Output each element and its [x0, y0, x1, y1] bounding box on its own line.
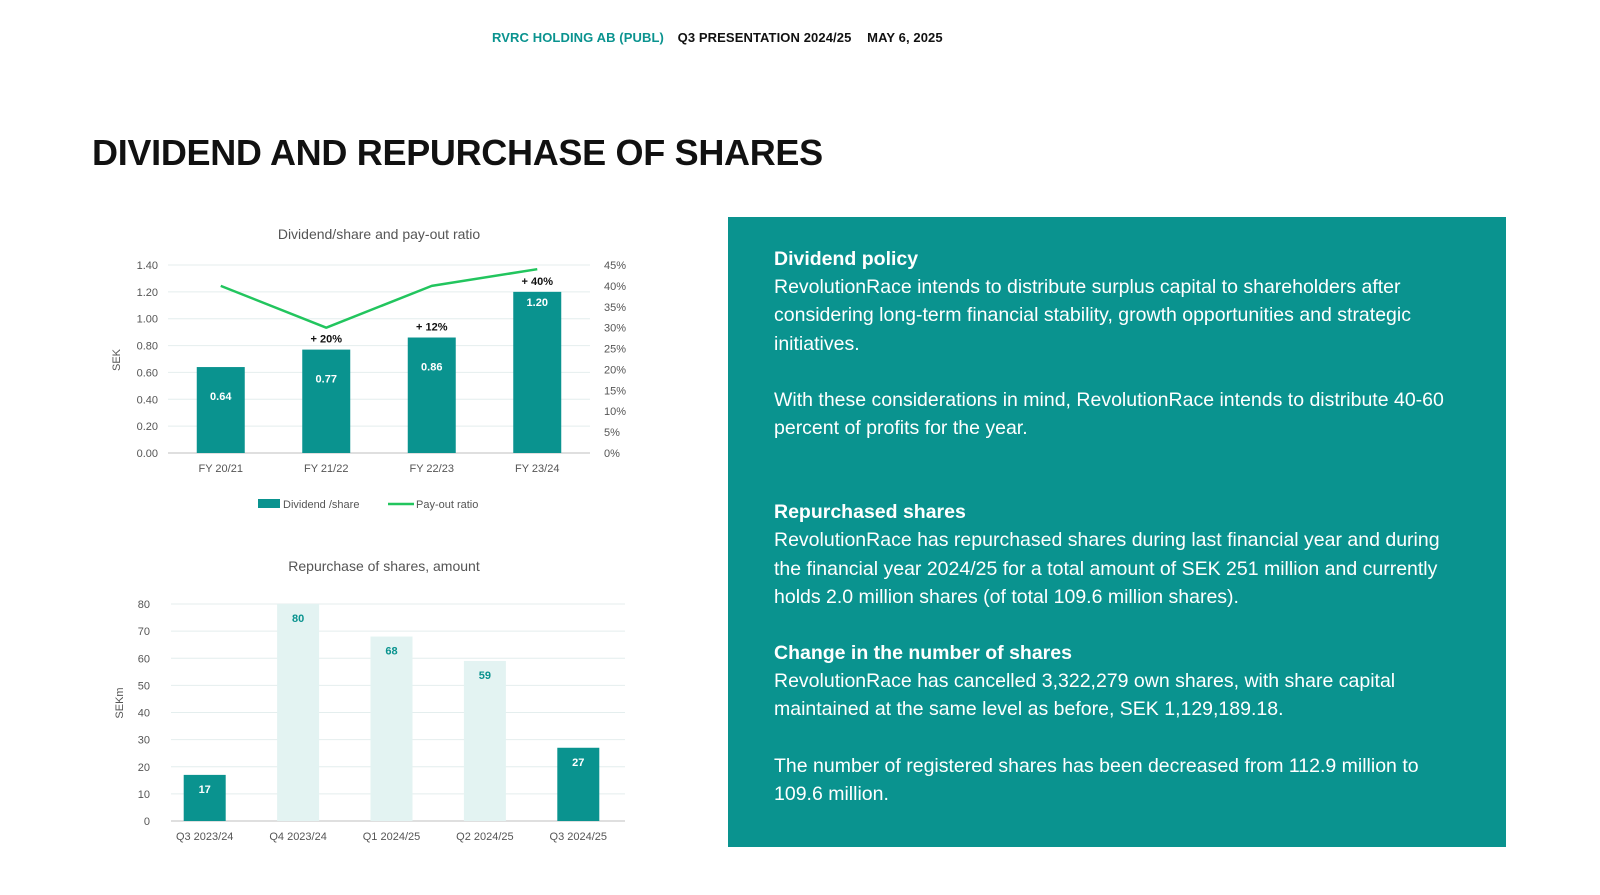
chart1-x-tick: FY 20/21 [199, 463, 243, 475]
presentation-name: Q3 PRESENTATION 2024/25 [677, 30, 852, 45]
chart1-bar [196, 367, 245, 453]
chart1-y2-tick: 40% [604, 281, 626, 293]
chart1-legend-label-bar: Dividend /share [283, 499, 359, 511]
chart1-growth-annotation: + 12% [416, 322, 448, 334]
chart1-y-tick: 1.20 [137, 287, 158, 299]
chart2-x-tick: Q1 2024/25 [363, 831, 421, 843]
change-shares-section: Change in the number of shares Revolutio… [774, 639, 1460, 808]
chart1-bar [407, 337, 456, 453]
chart1-bar-label: 0.86 [421, 362, 442, 374]
dividend-policy-text-2: With these considerations in mind, Revol… [774, 388, 1444, 440]
chart1-y-tick: 0.00 [137, 448, 158, 460]
chart1-y-tick: 1.00 [137, 314, 158, 326]
chart2-y-tick: 10 [138, 789, 150, 801]
chart1-bar-label: 1.20 [527, 297, 548, 309]
repurchased-shares-text: RevolutionRace has repurchased shares du… [774, 529, 1440, 608]
chart1-y-tick: 0.80 [137, 341, 158, 353]
chart2-bar-label: 17 [199, 784, 211, 796]
chart1-bar-label: 0.77 [316, 374, 337, 386]
chart1-y-tick: 1.40 [137, 260, 158, 272]
presentation-date: MAY 6, 2025 [867, 30, 943, 45]
info-panel: Dividend policy RevolutionRace intends t… [728, 217, 1506, 847]
chart2-y-tick: 20 [138, 762, 150, 774]
chart2-x-tick: Q3 2024/25 [550, 831, 608, 843]
chart1-y-tick: 0.60 [137, 367, 158, 379]
chart1-y2-tick: 30% [604, 323, 626, 335]
header: RVRC HOLDING AB (PUBL) Q3 PRESENTATION 2… [492, 30, 943, 45]
chart2-y-tick: 40 [138, 708, 150, 720]
chart2-x-tick: Q4 2023/24 [269, 831, 327, 843]
chart1-payout-line [220, 267, 538, 329]
chart2-y-tick: 0 [144, 816, 150, 828]
dividend-policy-section: Dividend policy RevolutionRace intends t… [774, 245, 1460, 442]
change-shares-text-1: RevolutionRace has cancelled 3,322,279 o… [774, 670, 1396, 721]
chart1-growth-annotation: + 20% [311, 334, 343, 346]
chart2-y-tick: 30 [138, 735, 150, 747]
chart2-x-tick: Q2 2024/25 [456, 831, 514, 843]
chart2-y-tick: 50 [138, 680, 150, 692]
chart1-y2-tick: 0% [604, 448, 620, 460]
chart1-y2-tick: 25% [604, 344, 626, 356]
chart1-y2-tick: 10% [604, 406, 626, 418]
chart1-legend-swatch-bar [258, 499, 280, 508]
chart1-bar [513, 291, 562, 453]
chart2-title: Repurchase of shares, amount [288, 558, 480, 574]
chart1-x-tick: FY 21/22 [304, 463, 348, 475]
chart1-bar [302, 349, 351, 453]
dividend-policy-heading: Dividend policy [774, 248, 919, 270]
chart1-title: Dividend/share and pay-out ratio [278, 226, 481, 242]
chart1-ylabel: SEK [111, 348, 123, 371]
page-title: DIVIDEND AND REPURCHASE OF SHARES [92, 132, 823, 173]
chart1-y2-tick: 20% [604, 364, 626, 376]
chart2-y-tick: 80 [138, 599, 150, 611]
dividend-policy-text-1: RevolutionRace intends to distribute sur… [774, 276, 1411, 355]
chart1-x-tick: FY 22/23 [410, 463, 454, 475]
chart2-bar [557, 747, 600, 821]
chart2-bar [370, 636, 413, 821]
repurchased-shares-section: Repurchased shares RevolutionRace has re… [774, 498, 1460, 611]
chart2-bar [183, 774, 226, 821]
chart2-bar-label: 59 [479, 670, 491, 682]
repurchased-shares-heading: Repurchased shares [774, 501, 966, 524]
chart1-bar-label: 0.64 [210, 391, 232, 403]
chart2-bar-label: 80 [292, 613, 304, 625]
chart2-y-tick: 60 [138, 653, 150, 665]
chart1-legend-label-line: Pay-out ratio [416, 499, 478, 511]
chart1-y2-tick: 45% [604, 260, 626, 272]
chart1-growth-annotation: + 40% [522, 276, 554, 288]
change-shares-text-2: The number of registered shares has been… [774, 754, 1419, 805]
company-name: RVRC HOLDING AB (PUBL) [492, 30, 664, 45]
chart1-y-tick: 0.40 [137, 394, 158, 406]
chart1-y-tick: 0.20 [137, 421, 158, 433]
chart2-bar [463, 660, 506, 821]
chart2-bar-label: 27 [572, 757, 584, 769]
chart1-x-tick: FY 23/24 [515, 463, 559, 475]
charts-canvas: Dividend/share and pay-out ratio SEK 0.00 0… [111, 226, 626, 843]
chart1-y2-tick: 5% [604, 427, 620, 439]
change-shares-heading: Change in the number of shares [774, 642, 1072, 665]
chart2-ylabel: SEKm [114, 687, 126, 718]
chart2-x-tick: Q3 2023/24 [176, 831, 234, 843]
chart1-y2-tick: 15% [604, 385, 626, 397]
chart1-y2-tick: 35% [604, 302, 626, 314]
chart2-bar-label: 68 [385, 646, 397, 658]
chart2-y-tick: 70 [138, 626, 150, 638]
chart2-bar [277, 604, 320, 821]
